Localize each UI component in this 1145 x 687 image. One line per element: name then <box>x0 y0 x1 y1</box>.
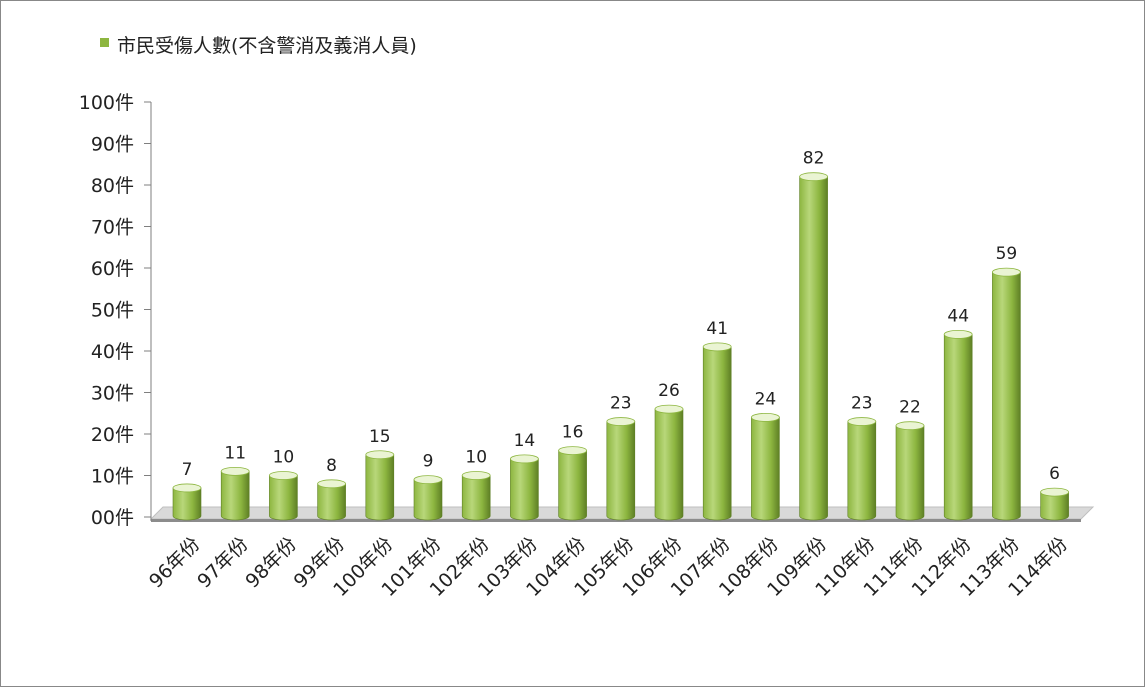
bar-top <box>413 475 443 485</box>
bar-top <box>510 454 539 464</box>
bar-body <box>365 454 395 521</box>
data-label: 9 <box>423 452 434 472</box>
bar <box>317 479 347 521</box>
data-label: 82 <box>803 149 825 169</box>
data-label: 22 <box>899 398 921 418</box>
bar-top <box>317 479 347 489</box>
y-tick-label: 20件 <box>91 424 134 446</box>
bar-body <box>847 421 877 521</box>
y-tick-label: 90件 <box>91 134 134 156</box>
bar-top <box>943 329 973 339</box>
bar-body <box>606 421 636 521</box>
bar-top <box>895 421 925 431</box>
y-tick-label: 00件 <box>91 507 134 529</box>
bar <box>510 454 539 521</box>
bar <box>799 172 828 521</box>
bar-top <box>1040 487 1069 497</box>
y-tick-label: 40件 <box>91 341 134 363</box>
data-label: 6 <box>1049 464 1060 484</box>
data-label: 15 <box>369 427 391 447</box>
bar-top <box>220 466 250 476</box>
x-tick-label: 97年份 <box>193 533 253 593</box>
bar-top <box>606 417 636 426</box>
y-tick-label: 60件 <box>91 258 134 280</box>
y-tick-label: 70件 <box>91 217 134 239</box>
bar <box>606 417 636 521</box>
bar <box>895 421 925 521</box>
bar <box>751 412 780 521</box>
bar <box>413 475 443 521</box>
bar-top <box>268 471 298 480</box>
x-tick-label: 98年份 <box>241 533 301 593</box>
data-label: 10 <box>465 448 487 468</box>
bar <box>943 329 973 521</box>
bar-top <box>847 417 877 426</box>
bar-body <box>172 487 202 521</box>
data-label: 11 <box>224 443 246 463</box>
bar-top <box>558 446 587 456</box>
bar <box>654 404 684 521</box>
bar-body <box>1040 491 1069 521</box>
bar <box>172 483 202 521</box>
bar-body <box>799 176 828 521</box>
bar <box>461 471 491 521</box>
data-label: 10 <box>273 448 295 468</box>
bar-top <box>461 471 491 480</box>
legend-label: 市民受傷人數(不含警消及義消人員) <box>117 35 417 57</box>
bar <box>268 471 298 521</box>
bar <box>847 417 877 521</box>
data-label: 44 <box>947 306 969 326</box>
y-tick-label: 30件 <box>91 383 134 405</box>
y-tick-label: 50件 <box>91 300 134 322</box>
bar-body <box>461 475 491 521</box>
bar-top <box>172 483 202 493</box>
bar-body <box>654 408 684 521</box>
bar-top <box>799 172 828 182</box>
data-label: 8 <box>326 456 337 476</box>
bar-body <box>317 483 346 521</box>
bar-body <box>269 475 298 521</box>
bar-body <box>943 334 973 521</box>
x-tick-label: 96年份 <box>145 533 205 593</box>
bar <box>220 466 250 521</box>
legend-swatch <box>100 38 109 47</box>
bar-top <box>751 412 780 422</box>
y-tick-label: 100件 <box>79 92 134 114</box>
data-label: 23 <box>610 394 632 414</box>
bar <box>365 450 395 521</box>
bar-top <box>365 450 395 460</box>
data-label: 7 <box>182 460 193 480</box>
data-label: 14 <box>514 431 536 451</box>
bar-body <box>992 271 1021 521</box>
bar-body <box>895 425 925 521</box>
data-label: 16 <box>562 423 584 443</box>
y-tick-label: 10件 <box>91 466 134 488</box>
bar-top <box>992 267 1021 277</box>
data-label: 41 <box>706 319 728 339</box>
bar <box>558 446 587 521</box>
data-label: 24 <box>755 389 777 409</box>
bar-body <box>558 450 587 521</box>
bar-top <box>654 404 684 414</box>
bar-body <box>751 417 780 521</box>
bar <box>992 267 1021 521</box>
bar-body <box>510 458 539 521</box>
bar-body <box>413 479 443 521</box>
bar <box>1040 487 1069 521</box>
bar-body <box>702 346 732 521</box>
bar-body <box>220 471 250 521</box>
data-label: 59 <box>996 244 1018 264</box>
bar-top <box>702 342 732 352</box>
data-label: 26 <box>658 381 680 401</box>
bar <box>702 342 732 521</box>
data-label: 23 <box>851 394 873 414</box>
y-tick-label: 80件 <box>91 175 134 197</box>
